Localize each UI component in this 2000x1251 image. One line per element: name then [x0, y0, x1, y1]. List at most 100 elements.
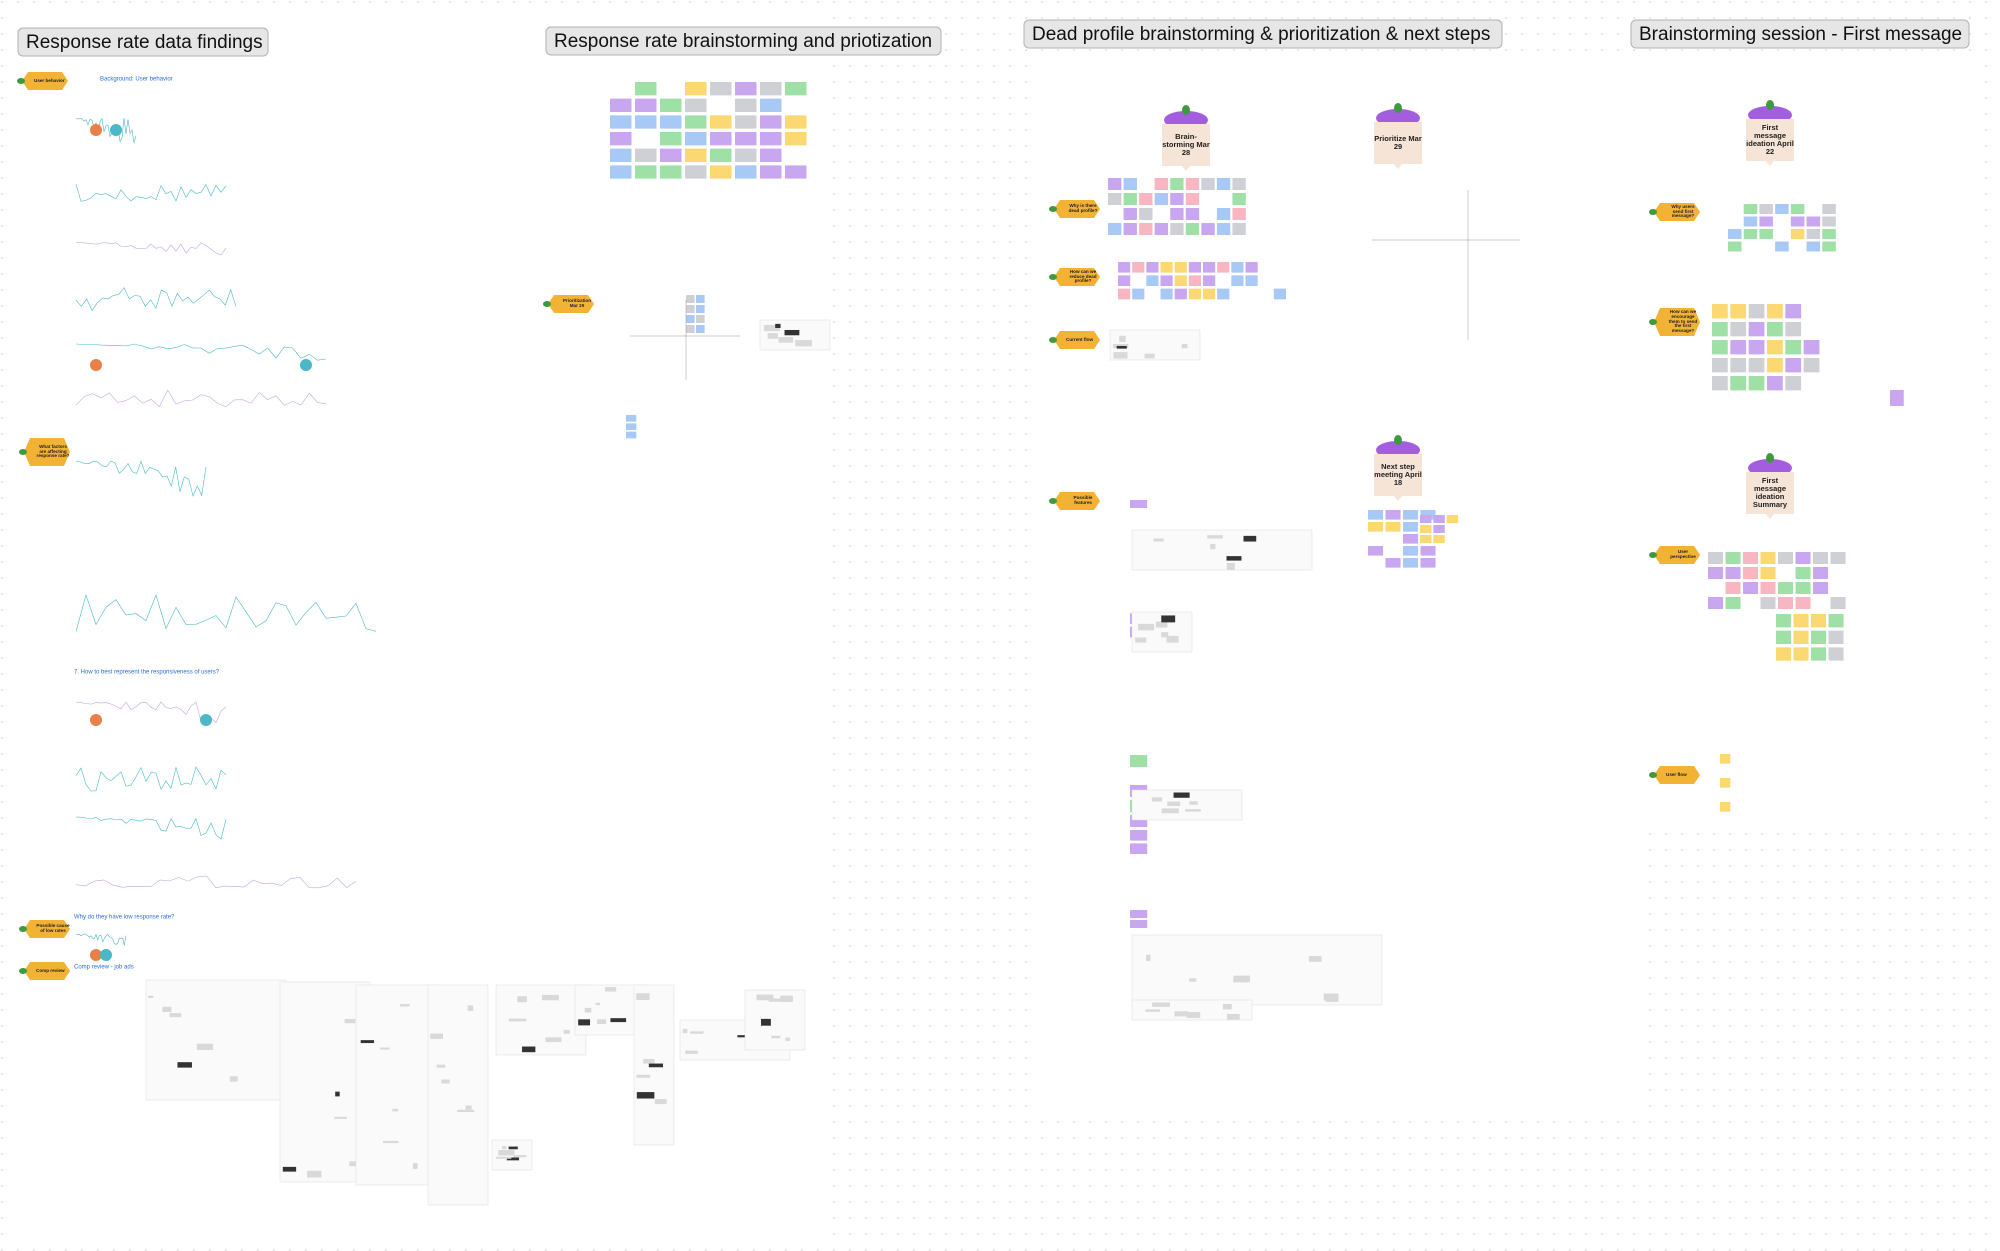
- ui-block: [685, 1050, 698, 1054]
- sticky-note: [685, 132, 707, 146]
- sticky-note: [1712, 322, 1728, 337]
- section-title-box: [1023, 19, 1503, 49]
- leaf: [19, 449, 27, 455]
- sticky-note: [1170, 193, 1184, 205]
- sticky-note: [1139, 193, 1153, 205]
- sticky-note: [760, 98, 782, 112]
- sticky-note: [1146, 262, 1159, 273]
- sticky-note: [1130, 843, 1148, 854]
- sticky-note: [1720, 802, 1731, 812]
- sticky-note: [710, 148, 732, 162]
- pie: [300, 359, 312, 371]
- sticky-note: [1767, 358, 1783, 373]
- sticky-note: [626, 423, 637, 430]
- sticky-note: [635, 115, 657, 129]
- text-box: How can we reduce dead profile?: [1069, 269, 1096, 283]
- text-box: User perspective: [1670, 549, 1696, 559]
- sticky-note: [635, 98, 657, 112]
- sticky-note: [1245, 262, 1258, 273]
- topic-tag: User behavior: [17, 72, 68, 90]
- text-box: Current flow: [1066, 336, 1094, 342]
- ui-block: [1146, 954, 1151, 961]
- screenshot-thumbnail: [145, 979, 287, 1101]
- sticky-note: [696, 295, 705, 303]
- sticky-note: [1730, 304, 1747, 319]
- sticky-note: [1216, 178, 1231, 190]
- sticky-note: [1132, 288, 1145, 300]
- milestone-card: First message ideation Summary: [1746, 453, 1794, 519]
- text-box: Prioritize Mar 29: [1374, 134, 1422, 151]
- sticky-note: [1203, 275, 1216, 286]
- frame: [279, 981, 371, 1183]
- ui-block: [502, 1146, 507, 1150]
- ui-block: [690, 1031, 704, 1034]
- sticky-note: [1203, 288, 1216, 300]
- sticky-note: [626, 415, 637, 422]
- ui-block: [775, 323, 781, 328]
- sticky-note: [1174, 288, 1187, 300]
- screenshot-thumbnail: [1131, 789, 1243, 821]
- screenshot-thumbnail: [279, 981, 371, 1183]
- chart-line: [75, 460, 207, 497]
- sticky-note: [1748, 322, 1765, 337]
- sticky-note: [1775, 241, 1789, 252]
- sticky-note: [1748, 358, 1765, 373]
- ui-block: [1167, 801, 1181, 807]
- sticky-note: [1743, 552, 1759, 564]
- sticky-note: [1712, 376, 1728, 391]
- sticky-note: [1420, 515, 1432, 523]
- ui-block: [436, 1064, 446, 1068]
- sticky-note: [660, 98, 682, 112]
- sticky-note: [1806, 241, 1821, 252]
- card: [1746, 119, 1794, 166]
- label: Prioritize Mar 29: [1374, 134, 1422, 151]
- sticky-note: [1420, 546, 1436, 556]
- sticky-note: [1160, 275, 1173, 286]
- milestone-card: Prioritize Mar 29: [1374, 103, 1422, 169]
- pie: [90, 714, 102, 726]
- sticky-note: [1760, 597, 1776, 609]
- sticky-note: [685, 82, 707, 96]
- chart-line: [75, 766, 227, 792]
- sticky-note: [1712, 358, 1728, 373]
- sticky-note: [1748, 304, 1765, 319]
- card: [1162, 124, 1210, 171]
- sticky-note: [1828, 630, 1844, 644]
- tag-shape: [24, 438, 70, 466]
- ui-block: [344, 1019, 356, 1024]
- sticky-note: [1385, 558, 1401, 568]
- pie: [200, 714, 212, 726]
- ui-block: [1113, 352, 1128, 359]
- pie: [90, 949, 102, 961]
- sticky-note: [1806, 216, 1821, 227]
- topic-tag: How can we encourage them to send the fi…: [1649, 308, 1700, 336]
- sticky-note: [610, 148, 632, 162]
- sticky-note: [1217, 288, 1230, 300]
- sticky-note: [1725, 552, 1741, 564]
- sticky-note: [1759, 229, 1773, 239]
- sticky-note: [685, 115, 707, 129]
- sticky-note: [710, 115, 732, 129]
- topic-tag: User flow: [1649, 766, 1700, 784]
- sticky-note: [1403, 510, 1419, 520]
- sticky-note: [1822, 216, 1836, 227]
- mini-chart: [75, 389, 327, 408]
- sticky-note: [1217, 262, 1230, 273]
- label: Possible features: [1073, 495, 1093, 505]
- sticky-note: [1188, 275, 1202, 286]
- sticky-note: [1420, 558, 1436, 568]
- sticky-note: [1785, 376, 1802, 391]
- ui-block: [380, 1047, 390, 1050]
- label: Current flow: [1066, 336, 1094, 342]
- sticky-note: [635, 165, 657, 179]
- sticky-note: [1822, 241, 1836, 252]
- section-heading: Why do they have low response rate?: [74, 915, 175, 921]
- sticky-note: [1759, 216, 1773, 227]
- ui-block: [412, 1163, 418, 1169]
- ui-block: [1186, 1012, 1201, 1018]
- ui-block: [1226, 556, 1242, 561]
- ui-block: [1207, 535, 1223, 539]
- chart-line: [75, 594, 377, 632]
- leaf: [1649, 772, 1657, 778]
- label: Possible cause of low rates: [36, 923, 70, 933]
